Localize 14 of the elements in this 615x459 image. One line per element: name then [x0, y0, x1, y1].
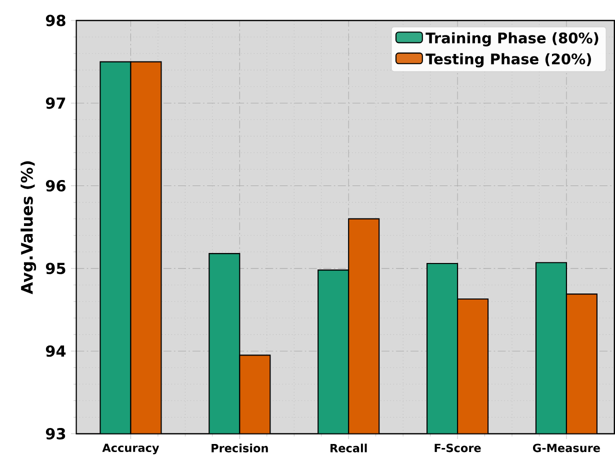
x-tick-label: G-Measure: [532, 444, 600, 452]
y-axis-title: Avg.Values (%): [20, 161, 36, 294]
y-tick-label: 95: [46, 262, 66, 274]
y-tick-label: 94: [46, 345, 66, 357]
x-tick-label: Accuracy: [102, 444, 160, 454]
y-tick-label: 96: [46, 180, 66, 192]
x-tick-label: Recall: [330, 444, 367, 453]
legend-label: Training Phase (80%): [426, 32, 598, 47]
y-tick-label: 98: [46, 14, 66, 26]
y-tick-label: 93: [46, 428, 66, 440]
y-tick-label: 97: [46, 98, 66, 109]
legend-label: Testing Phase (20%): [426, 53, 592, 68]
x-tick-label: Precision: [212, 444, 268, 453]
x-tick-label: F-Score: [434, 444, 481, 452]
